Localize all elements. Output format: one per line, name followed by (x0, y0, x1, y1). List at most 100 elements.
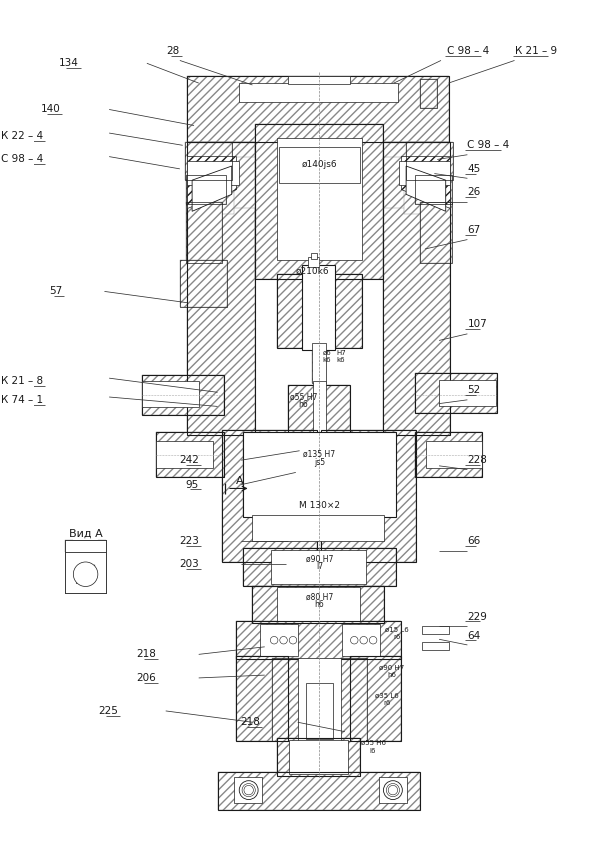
Bar (426, 441, 483, 468)
Bar (272, 658, 299, 741)
Text: ø15 L6: ø15 L6 (385, 627, 409, 633)
Text: 223: 223 (179, 537, 199, 546)
Bar (322, 343, 326, 383)
Bar (379, 777, 407, 803)
Bar (383, 157, 450, 208)
Bar (98, 540, 106, 551)
Bar (406, 143, 453, 181)
Bar (324, 384, 350, 432)
Circle shape (244, 785, 254, 795)
Bar (334, 274, 362, 348)
Bar (288, 384, 315, 432)
Bar (406, 143, 453, 181)
Bar (277, 274, 305, 348)
Text: 45: 45 (468, 164, 481, 174)
Bar (422, 642, 448, 649)
Bar (188, 157, 255, 208)
Bar (252, 515, 385, 541)
Bar (186, 202, 222, 263)
Bar (186, 175, 226, 204)
Bar (311, 253, 317, 260)
Bar (156, 432, 224, 477)
Bar (236, 656, 288, 741)
Bar (289, 740, 347, 774)
Bar (415, 373, 496, 413)
Text: ø90 H7: ø90 H7 (306, 555, 333, 563)
Bar (243, 432, 271, 517)
Bar (188, 162, 239, 185)
Text: r6: r6 (393, 635, 400, 641)
Text: ø210k6: ø210k6 (296, 267, 329, 276)
Bar (188, 143, 255, 434)
Bar (180, 261, 227, 307)
Text: js5: js5 (314, 458, 325, 468)
Bar (277, 274, 305, 348)
Bar (65, 540, 106, 593)
Bar (260, 624, 297, 656)
Circle shape (289, 636, 297, 644)
Bar (188, 143, 255, 434)
Text: 140: 140 (40, 104, 60, 114)
Text: h6: h6 (314, 600, 325, 609)
Bar (65, 540, 106, 551)
Bar (186, 175, 226, 204)
Circle shape (73, 562, 98, 587)
Bar (222, 430, 317, 562)
Text: 218: 218 (136, 649, 156, 660)
Text: k6: k6 (323, 357, 331, 363)
Bar (324, 384, 350, 432)
Text: 28: 28 (166, 46, 180, 56)
Bar (188, 77, 450, 143)
Bar (313, 381, 326, 433)
Text: 228: 228 (468, 455, 487, 465)
Text: К 21 – 8: К 21 – 8 (1, 376, 43, 386)
Bar (322, 430, 415, 562)
Text: l6: l6 (370, 747, 376, 753)
Bar (297, 658, 341, 741)
Polygon shape (188, 157, 236, 208)
Bar (340, 658, 367, 741)
Circle shape (383, 781, 402, 800)
Bar (420, 202, 453, 263)
Bar (415, 432, 483, 477)
Text: r6: r6 (383, 700, 391, 706)
Bar (350, 656, 401, 741)
Bar (277, 738, 360, 776)
Text: ø90 H7: ø90 H7 (379, 665, 404, 671)
Text: С 98 – 4: С 98 – 4 (468, 140, 510, 150)
Text: К 22 – 4: К 22 – 4 (1, 131, 43, 141)
Bar (239, 83, 398, 102)
Bar (236, 622, 401, 659)
Bar (308, 257, 319, 267)
Bar (306, 683, 312, 740)
Text: 206: 206 (136, 673, 156, 683)
Bar (142, 375, 224, 415)
Circle shape (239, 781, 258, 800)
Bar (142, 375, 224, 415)
Text: 67: 67 (468, 225, 481, 235)
Bar (415, 175, 453, 204)
Circle shape (360, 636, 367, 644)
Polygon shape (401, 157, 450, 208)
Bar (271, 550, 365, 584)
Text: k6: k6 (337, 357, 346, 363)
Text: 64: 64 (468, 630, 481, 641)
Bar (422, 626, 448, 634)
Bar (342, 624, 380, 656)
Bar (340, 658, 367, 741)
Bar (180, 261, 227, 307)
Bar (327, 683, 332, 740)
Bar (218, 772, 420, 810)
Text: 229: 229 (468, 611, 487, 622)
Bar (439, 380, 496, 407)
Bar (334, 274, 362, 348)
Bar (192, 178, 234, 214)
Bar (218, 772, 420, 810)
Bar (222, 430, 317, 562)
Text: 66: 66 (468, 537, 481, 546)
Bar (288, 384, 315, 432)
Bar (185, 143, 232, 181)
Bar (272, 658, 299, 741)
Text: H7: H7 (336, 350, 346, 356)
Bar (312, 343, 316, 383)
